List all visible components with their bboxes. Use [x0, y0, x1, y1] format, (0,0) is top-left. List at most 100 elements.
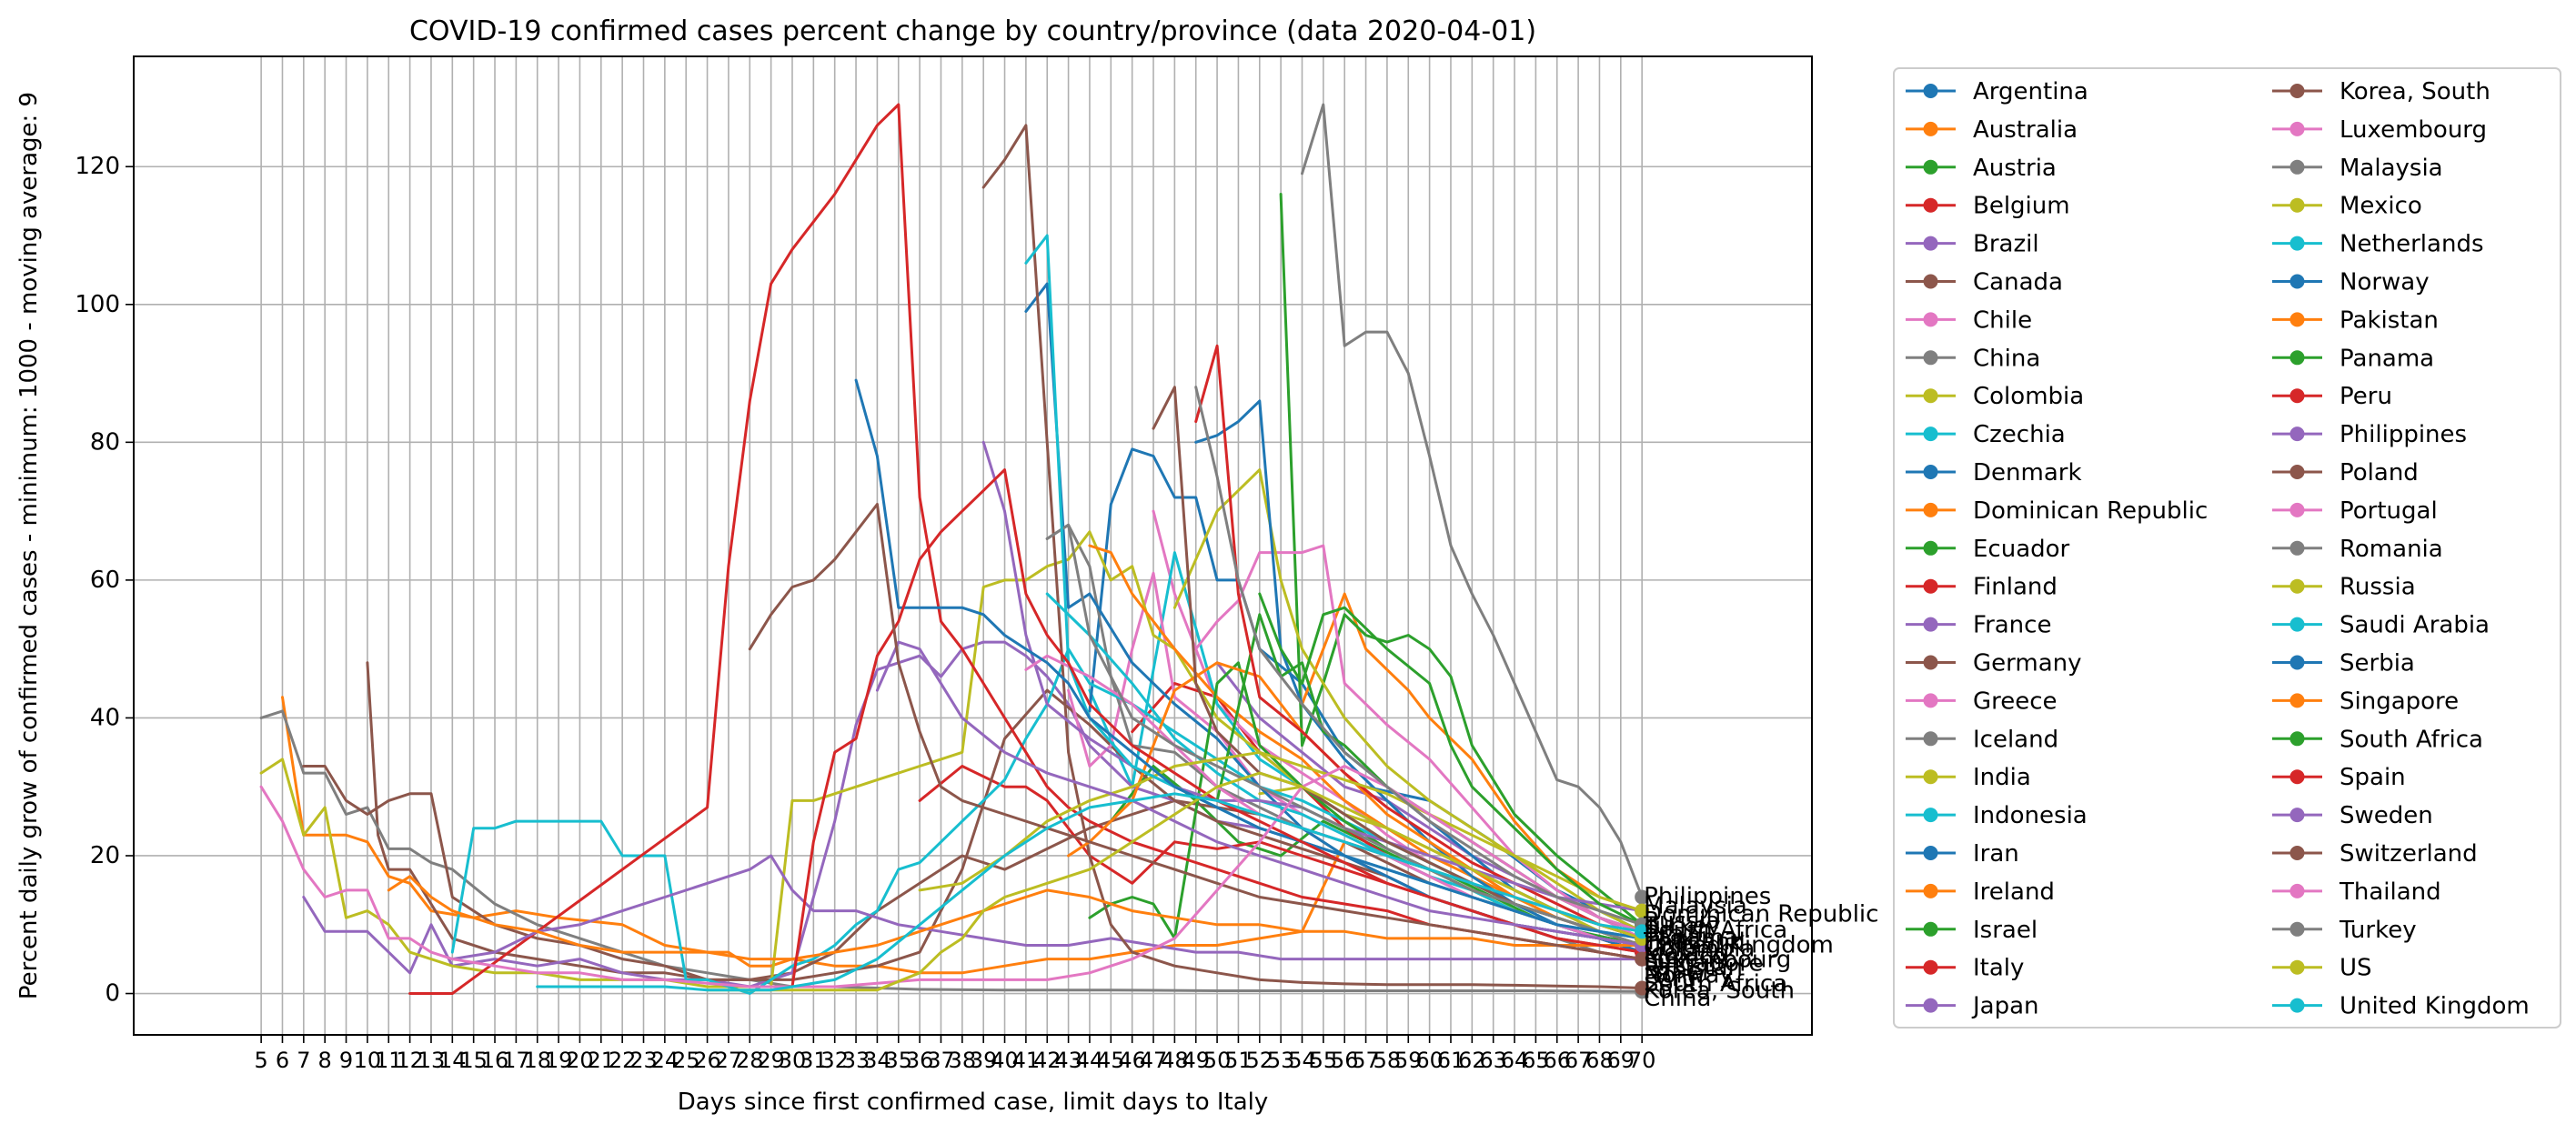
legend-label: Norway [2340, 269, 2430, 296]
series-line-serbia [854, 378, 1644, 940]
legend-label: Panama [2340, 345, 2434, 372]
legend-swatch-marker [2289, 731, 2305, 747]
legend-entry: Sweden [2272, 802, 2433, 829]
x-tick-label: 43 [1054, 1048, 1082, 1073]
legend: Argentina Australia Austria Belgium Brazil Ca… [1893, 67, 2561, 1029]
series-end-label: Russia [1644, 908, 1720, 935]
legend-label: Spain [2340, 764, 2406, 791]
x-tick-label: 9 [339, 1048, 353, 1073]
x-tick-label: 37 [927, 1048, 955, 1073]
legend-label: France [1973, 612, 2051, 639]
legend-label: Philippines [2340, 421, 2467, 448]
series-line-italy [408, 103, 1644, 995]
series-end-label: Pakistan [1644, 954, 1743, 981]
legend-label: South Africa [2340, 726, 2483, 753]
legend-entry: Indonesia [1906, 802, 2088, 829]
x-tick-label: 69 [1607, 1048, 1635, 1073]
legend-entry: Brazil [1906, 231, 2039, 258]
legend-swatch-marker [1923, 693, 1938, 708]
legend-label: Russia [2340, 574, 2416, 601]
x-tick-label: 48 [1161, 1048, 1189, 1073]
legend-entry: Ecuador [1906, 536, 2070, 563]
series-end-label: Malaysia [1644, 893, 1747, 920]
x-tick-label: 31 [800, 1048, 828, 1073]
series-line-china [259, 709, 1644, 993]
x-tick-label: 30 [779, 1048, 807, 1073]
x-tick-label: 18 [523, 1048, 551, 1073]
series-end-label: Panama [1644, 924, 1738, 951]
legend-entry: Peru [2272, 383, 2392, 410]
x-tick-label: 46 [1118, 1048, 1146, 1073]
x-tick-label: 47 [1140, 1048, 1168, 1073]
x-tick-label: 68 [1585, 1048, 1614, 1073]
legend-swatch-marker [2289, 846, 2305, 860]
y-tick-label: 20 [90, 842, 120, 869]
legend-box [1893, 67, 2561, 1029]
legend-label: Singapore [2340, 687, 2459, 715]
legend-entry: Canada [1906, 269, 2063, 296]
plot-frame [133, 55, 1813, 1036]
legend-label: Israel [1973, 917, 2038, 944]
legend-swatch-marker [2289, 84, 2305, 98]
series-end-label: Mexico [1644, 943, 1726, 970]
legend-entry: China [1906, 345, 2040, 372]
legend-label: Switzerland [2340, 840, 2478, 868]
legend-swatch-marker [1923, 655, 1938, 670]
x-axis-label: Days since first confirmed case, limit d… [678, 1089, 1269, 1116]
legend-swatch-marker [1923, 959, 1938, 975]
x-tick-label: 44 [1076, 1048, 1104, 1073]
legend-label: Pakistan [2340, 306, 2439, 334]
legend-label: Belgium [1973, 193, 2070, 220]
legend-swatch-marker [2289, 769, 2305, 785]
series-line-sweden [875, 640, 1644, 947]
x-tick-label: 54 [1288, 1048, 1316, 1073]
x-tick-label: 15 [459, 1048, 488, 1073]
legend-label: Sweden [2340, 802, 2433, 829]
legend-entry: Serbia [2272, 650, 2415, 677]
legend-entry: Iran [1906, 840, 2019, 868]
legend-entry: Netherlands [2272, 231, 2484, 258]
legend-swatch-marker [1923, 159, 1938, 175]
plot-series [259, 103, 1644, 995]
series-line-south-africa [1258, 592, 1644, 927]
legend-label: Japan [1971, 993, 2039, 1020]
legend-swatch-marker [1923, 121, 1938, 136]
x-tick-label: 8 [318, 1048, 332, 1073]
legend-label: Colombia [1973, 383, 2084, 410]
legend-entry: Colombia [1906, 383, 2084, 410]
legend-entry: Greece [1906, 687, 2058, 715]
x-tick-label: 36 [906, 1048, 934, 1073]
x-tick-label: 32 [820, 1048, 849, 1073]
x-tick-label: 63 [1479, 1048, 1507, 1073]
legend-entry: Ireland [1906, 878, 2055, 906]
legend-entry: Denmark [1906, 459, 2082, 487]
x-tick-label: 34 [863, 1048, 891, 1073]
legend-swatch-marker [1923, 769, 1938, 785]
x-tick-label: 6 [276, 1048, 289, 1073]
x-tick-label: 24 [651, 1048, 679, 1073]
legend-swatch-marker [2289, 427, 2305, 442]
legend-swatch-marker [1923, 846, 1938, 860]
legend-entry: Turkey [2272, 917, 2417, 944]
x-tick-label: 26 [693, 1048, 721, 1073]
legend-entry: Japan [1906, 993, 2039, 1020]
legend-entry: India [1906, 764, 2031, 791]
legend-label: Malaysia [2340, 155, 2443, 182]
legend-swatch-marker [1923, 540, 1938, 556]
x-tick-label: 33 [842, 1048, 870, 1073]
legend-label: Ireland [1973, 878, 2055, 906]
series-end-marker [1635, 889, 1650, 905]
legend-entry: Luxembourg [2272, 116, 2487, 144]
x-axis-ticks: 5 6 7 8 9 10111213141516171819202122232425262… [254, 1035, 1655, 1073]
x-tick-label: 20 [566, 1048, 594, 1073]
legend-swatch-marker [2289, 655, 2305, 670]
legend-entry: Singapore [2272, 687, 2459, 715]
legend-entry: Thailand [2272, 878, 2441, 906]
x-tick-label: 7 [297, 1048, 310, 1073]
legend-entry: Australia [1906, 116, 2078, 144]
x-tick-label: 49 [1182, 1048, 1210, 1073]
legend-entry: France [1906, 612, 2051, 639]
series-line-canada [366, 661, 1644, 981]
legend-label: Ecuador [1973, 536, 2070, 563]
legend-swatch-marker [2289, 693, 2305, 708]
